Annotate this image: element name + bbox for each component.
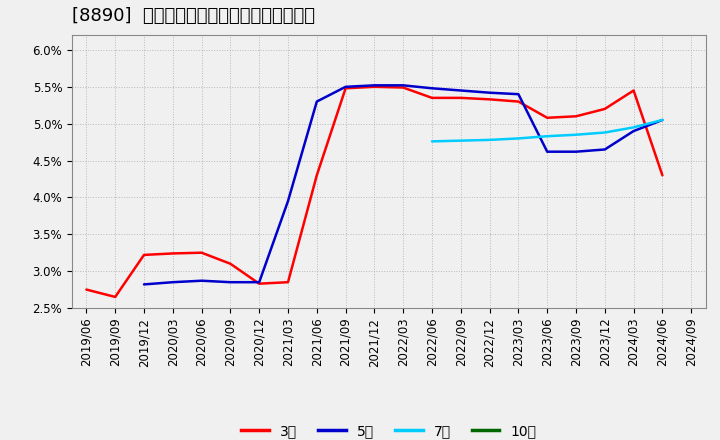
3年 [255,281,264,286]
7年 [543,134,552,139]
3年 [456,95,465,100]
3年 [111,294,120,300]
5年 [341,84,350,89]
5年 [197,278,206,283]
3年 [341,86,350,91]
Line: 5年: 5年 [144,85,662,284]
3年 [140,252,148,257]
7年 [514,136,523,141]
5年 [226,279,235,285]
7年 [572,132,580,137]
5年 [658,117,667,123]
7年 [600,130,609,135]
7年 [485,137,494,143]
3年 [370,84,379,89]
5年 [168,279,177,285]
5年 [370,83,379,88]
3年 [168,251,177,256]
5年 [284,198,292,204]
3年 [197,250,206,255]
Line: 7年: 7年 [432,120,662,141]
3年 [572,114,580,119]
3年 [312,172,321,178]
5年 [312,99,321,104]
7年 [428,139,436,144]
3年 [485,97,494,102]
7年 [629,125,638,130]
Text: [8890]  経常利益マージンの標準偏差の推移: [8890] 経常利益マージンの標準偏差の推移 [72,7,315,26]
Legend: 3年, 5年, 7年, 10年: 3年, 5年, 7年, 10年 [235,418,542,440]
3年 [658,172,667,178]
3年 [284,279,292,285]
3年 [399,85,408,90]
3年 [629,88,638,93]
5年 [572,149,580,154]
3年 [543,115,552,121]
5年 [255,279,264,285]
5年 [485,90,494,95]
5年 [456,88,465,93]
3年 [600,106,609,112]
5年 [399,83,408,88]
3年 [428,95,436,100]
7年 [658,117,667,123]
3年 [82,287,91,292]
3年 [514,99,523,104]
5年 [543,149,552,154]
5年 [428,86,436,91]
5年 [514,92,523,97]
5年 [600,147,609,152]
3年 [226,261,235,266]
5年 [140,282,148,287]
7年 [456,138,465,143]
5年 [629,128,638,134]
Line: 3年: 3年 [86,87,662,297]
